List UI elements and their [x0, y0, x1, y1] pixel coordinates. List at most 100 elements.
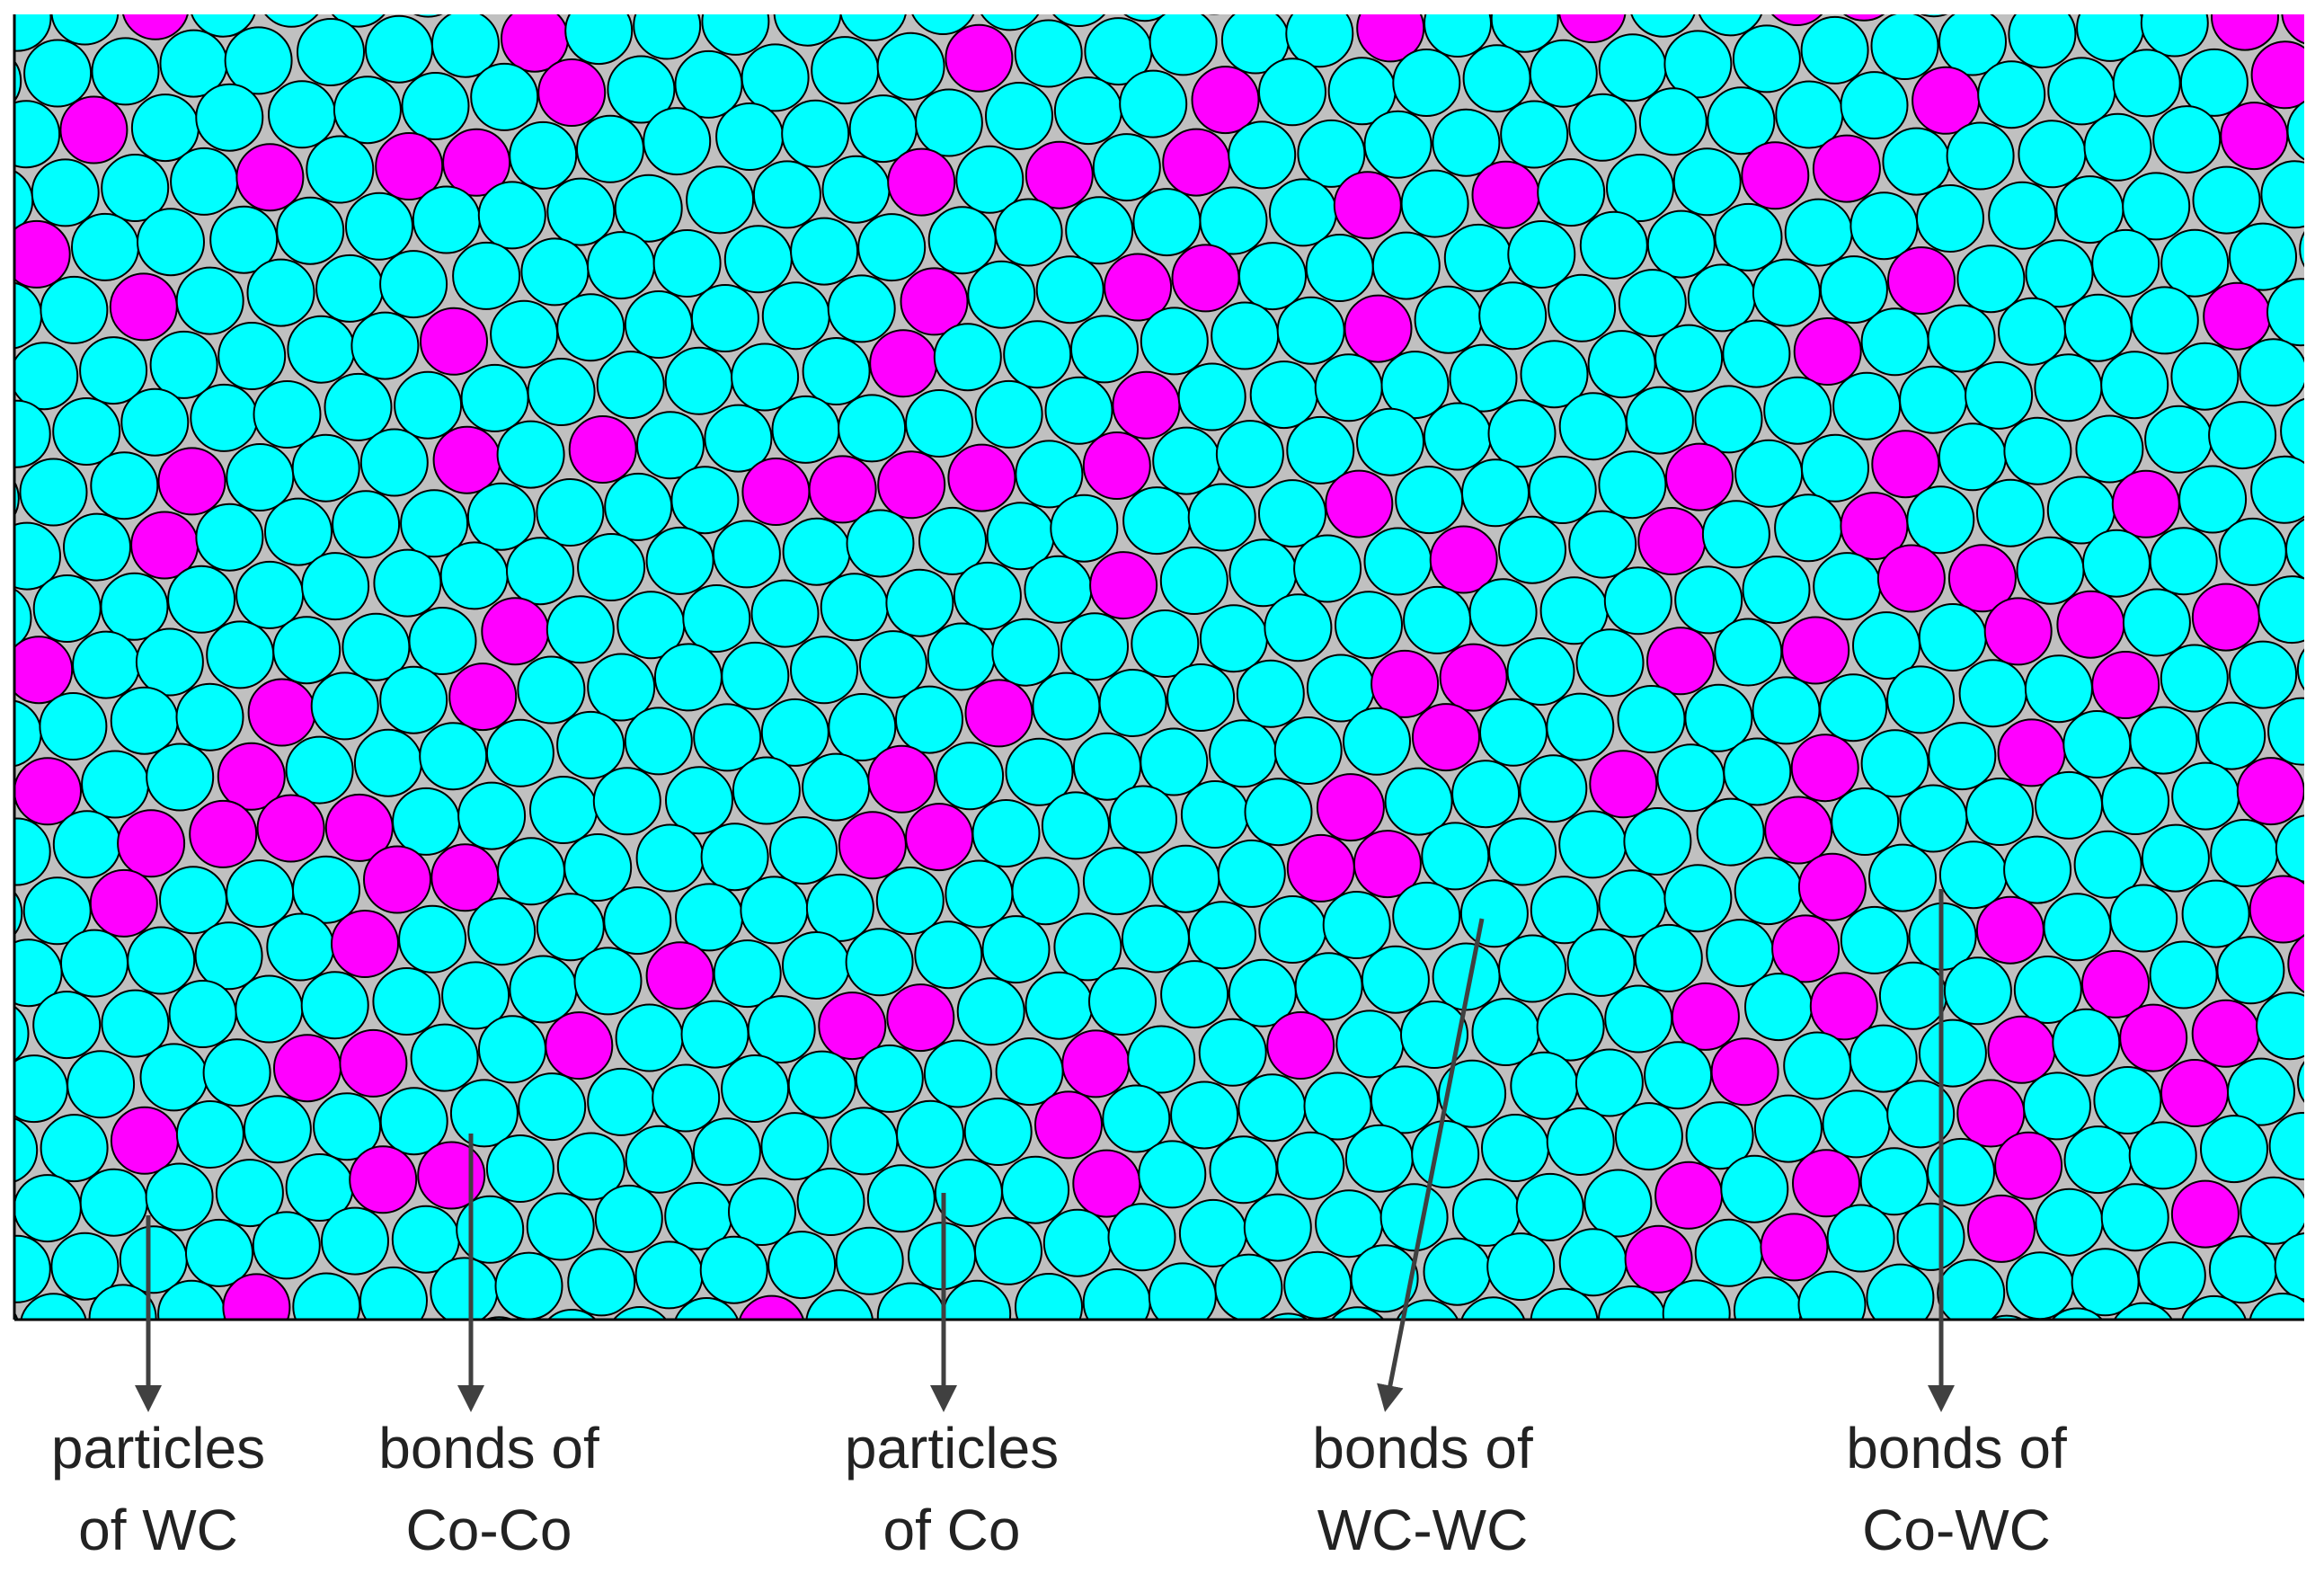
- co-particle: [185, 1218, 253, 1287]
- co-particle: [506, 537, 574, 606]
- co-particle: [1568, 510, 1637, 579]
- co-particle: [556, 710, 625, 779]
- wc-particle: [122, 14, 189, 40]
- co-particle: [991, 618, 1060, 687]
- co-particle: [1121, 1322, 1187, 1389]
- wc-particle: [1266, 1011, 1335, 1080]
- wc-particle: [964, 679, 1033, 748]
- co-particle: [1297, 119, 1366, 188]
- co-particle: [1159, 547, 1229, 615]
- co-particle: [2297, 1061, 2304, 1103]
- co-particle: [1734, 439, 1804, 508]
- co-particle: [625, 1125, 694, 1194]
- co-particle: [1938, 14, 2007, 76]
- co-particle: [1243, 1193, 1312, 1262]
- wc-particle: [1654, 1160, 1724, 1230]
- co-particle: [1598, 1285, 1666, 1320]
- co-particle: [1160, 960, 1229, 1029]
- co-particle: [456, 1195, 525, 1264]
- co-particle: [2229, 222, 2297, 291]
- co-particle: [747, 995, 816, 1064]
- co-particle: [373, 548, 442, 618]
- co-particle: [517, 655, 586, 725]
- co-particle: [1015, 1273, 1083, 1320]
- co-particle: [1258, 895, 1327, 964]
- co-particle: [1928, 722, 1997, 791]
- co-particle: [885, 568, 954, 637]
- co-particle: [536, 478, 605, 547]
- co-particle: [1906, 485, 1975, 555]
- co-particle: [1363, 110, 1433, 179]
- co-particle: [956, 977, 1025, 1046]
- wc-particle: [1994, 1131, 2063, 1200]
- wc-particle: [1790, 734, 1859, 803]
- co-particle: [90, 451, 159, 520]
- co-particle: [760, 698, 829, 767]
- co-particle: [1098, 669, 1167, 737]
- co-particle: [398, 1321, 465, 1388]
- co-particle: [1617, 685, 1686, 753]
- co-particle: [1579, 210, 1648, 280]
- co-particle: [603, 886, 672, 956]
- co-particle: [1392, 49, 1461, 117]
- co-particle: [2267, 697, 2304, 766]
- wc-particle: [1792, 1149, 1860, 1218]
- co-particle: [1424, 14, 1492, 58]
- co-particle: [175, 1100, 244, 1169]
- co-particle: [1035, 255, 1104, 325]
- co-particle: [1685, 1101, 1754, 1170]
- co-particle: [1267, 1312, 1309, 1320]
- co-particle: [301, 552, 370, 621]
- co-particle: [2266, 278, 2304, 347]
- wc-particle: [1812, 134, 1881, 203]
- co-particle: [614, 173, 683, 243]
- co-particle: [195, 83, 264, 152]
- co-particle: [1140, 307, 1209, 376]
- annotations: particles of WC bonds of Co-Co particles of C…: [51, 889, 2067, 1562]
- co-particle: [477, 181, 546, 250]
- co-particle: [1537, 158, 1606, 227]
- co-particle: [767, 1231, 837, 1300]
- co-particle: [359, 428, 429, 497]
- co-particle: [1899, 784, 1968, 853]
- co-particle: [509, 120, 578, 190]
- co-particle: [1121, 904, 1190, 974]
- co-particle: [787, 1050, 856, 1119]
- co-particle: [1528, 456, 1597, 524]
- co-particle: [1384, 767, 1453, 836]
- co-particle: [101, 154, 170, 222]
- co-particle: [14, 100, 61, 169]
- co-particle: [1574, 1048, 1644, 1117]
- co-particle: [1088, 967, 1157, 1036]
- co-particle: [1832, 371, 1902, 440]
- co-particle: [700, 823, 769, 892]
- co-particle: [1166, 663, 1236, 732]
- co-particle: [1878, 961, 1947, 1030]
- co-particle: [430, 14, 500, 78]
- co-particle: [820, 573, 889, 642]
- co-particle: [1082, 847, 1151, 916]
- co-particle: [1052, 14, 1106, 27]
- co-particle: [1723, 737, 1792, 806]
- co-particle: [252, 1211, 321, 1280]
- co-particle: [1411, 1120, 1480, 1188]
- co-particle: [1558, 810, 1628, 879]
- co-particle: [1449, 343, 1518, 413]
- co-particle: [728, 1178, 796, 1246]
- co-particle: [1140, 727, 1209, 796]
- co-particle: [664, 346, 733, 415]
- co-particle: [2035, 1187, 2104, 1257]
- co-particle: [1886, 665, 1956, 734]
- co-particle: [1662, 1279, 1731, 1320]
- co-particle: [81, 750, 150, 819]
- co-particle: [690, 284, 759, 352]
- co-particle: [379, 250, 448, 319]
- co-particle: [72, 630, 141, 699]
- label: particles: [51, 1416, 265, 1481]
- co-particle: [1400, 169, 1469, 238]
- co-particle: [2306, 751, 2324, 817]
- co-particle: [1706, 1338, 1772, 1404]
- wc-particle: [2056, 590, 2125, 659]
- co-particle: [52, 810, 121, 879]
